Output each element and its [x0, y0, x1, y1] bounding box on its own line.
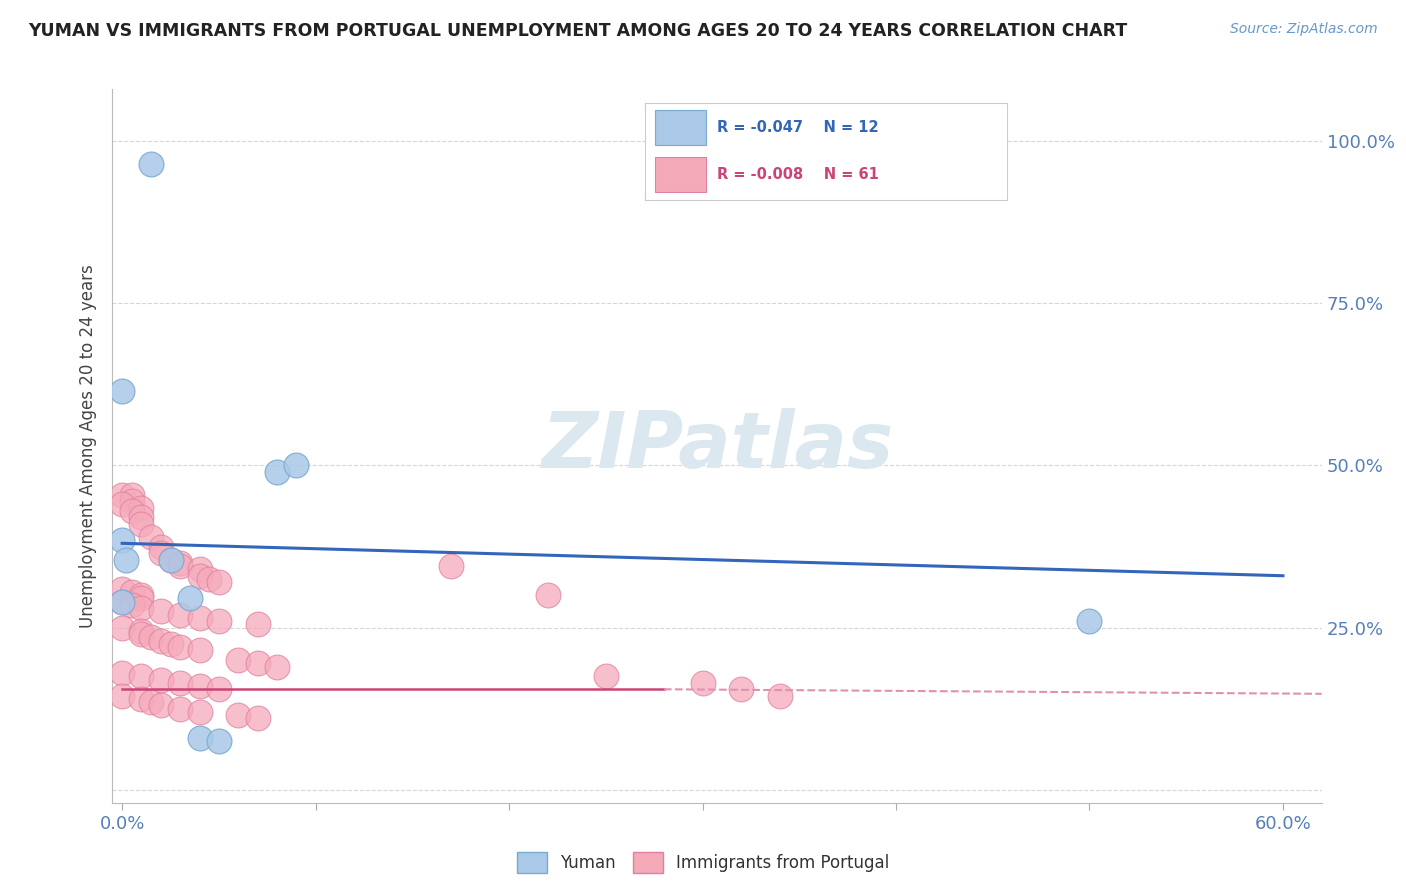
Point [226, 708, 249, 723]
Point [208, 575, 231, 590]
Point [266, 659, 288, 673]
Point [111, 497, 134, 511]
Point [121, 585, 143, 599]
Point [692, 675, 714, 690]
Point [131, 588, 153, 602]
Point [198, 572, 221, 586]
Point [159, 552, 181, 566]
Point [131, 516, 153, 531]
Point [111, 595, 134, 609]
Point [149, 698, 172, 713]
Point [188, 562, 211, 576]
Point [769, 689, 792, 703]
Point [149, 673, 172, 687]
Point [595, 669, 617, 683]
Point [169, 675, 191, 690]
Point [246, 711, 269, 725]
Point [169, 559, 191, 574]
Point [121, 504, 143, 518]
Point [121, 494, 143, 508]
Text: ZIPatlas: ZIPatlas [541, 408, 893, 484]
Point [111, 384, 134, 398]
Y-axis label: Unemployment Among Ages 20 to 24 years: Unemployment Among Ages 20 to 24 years [79, 264, 97, 628]
Point [188, 568, 211, 582]
Point [208, 734, 231, 748]
Point [169, 556, 191, 570]
Point [131, 627, 153, 641]
Point [111, 621, 134, 635]
Point [226, 653, 249, 667]
Point [111, 582, 134, 596]
Point [159, 552, 181, 566]
Point [266, 465, 288, 479]
Point [188, 679, 211, 693]
Point [141, 695, 163, 709]
Point [131, 500, 153, 515]
Point [159, 637, 181, 651]
Point [111, 689, 134, 703]
Point [149, 546, 172, 560]
Point [131, 692, 153, 706]
Point [188, 643, 211, 657]
Point [121, 598, 143, 612]
Point [131, 624, 153, 638]
Text: YUMAN VS IMMIGRANTS FROM PORTUGAL UNEMPLOYMENT AMONG AGES 20 TO 24 YEARS CORRELA: YUMAN VS IMMIGRANTS FROM PORTUGAL UNEMPL… [28, 22, 1128, 40]
Point [141, 530, 163, 544]
Point [188, 611, 211, 625]
Point [169, 607, 191, 622]
Point [208, 614, 231, 628]
Point [111, 488, 134, 502]
Point [285, 458, 308, 473]
Point [149, 604, 172, 618]
Point [111, 595, 134, 609]
Point [537, 588, 560, 602]
Point [141, 157, 163, 171]
Point [131, 591, 153, 606]
Point [169, 640, 191, 654]
Point [1078, 614, 1101, 628]
Point [111, 533, 134, 547]
Point [440, 559, 463, 574]
Point [188, 731, 211, 745]
Point [121, 488, 143, 502]
Point [111, 666, 134, 681]
Point [149, 633, 172, 648]
Point [246, 657, 269, 671]
Point [246, 617, 269, 632]
Point [115, 552, 138, 566]
Point [208, 682, 231, 697]
Point [188, 705, 211, 719]
Point [131, 669, 153, 683]
Point [131, 510, 153, 524]
Point [730, 682, 752, 697]
Point [169, 702, 191, 716]
Text: Source: ZipAtlas.com: Source: ZipAtlas.com [1230, 22, 1378, 37]
Point [131, 601, 153, 615]
Point [149, 540, 172, 554]
Point [141, 631, 163, 645]
Point [179, 591, 201, 606]
Legend: Yuman, Immigrants from Portugal: Yuman, Immigrants from Portugal [510, 846, 896, 880]
